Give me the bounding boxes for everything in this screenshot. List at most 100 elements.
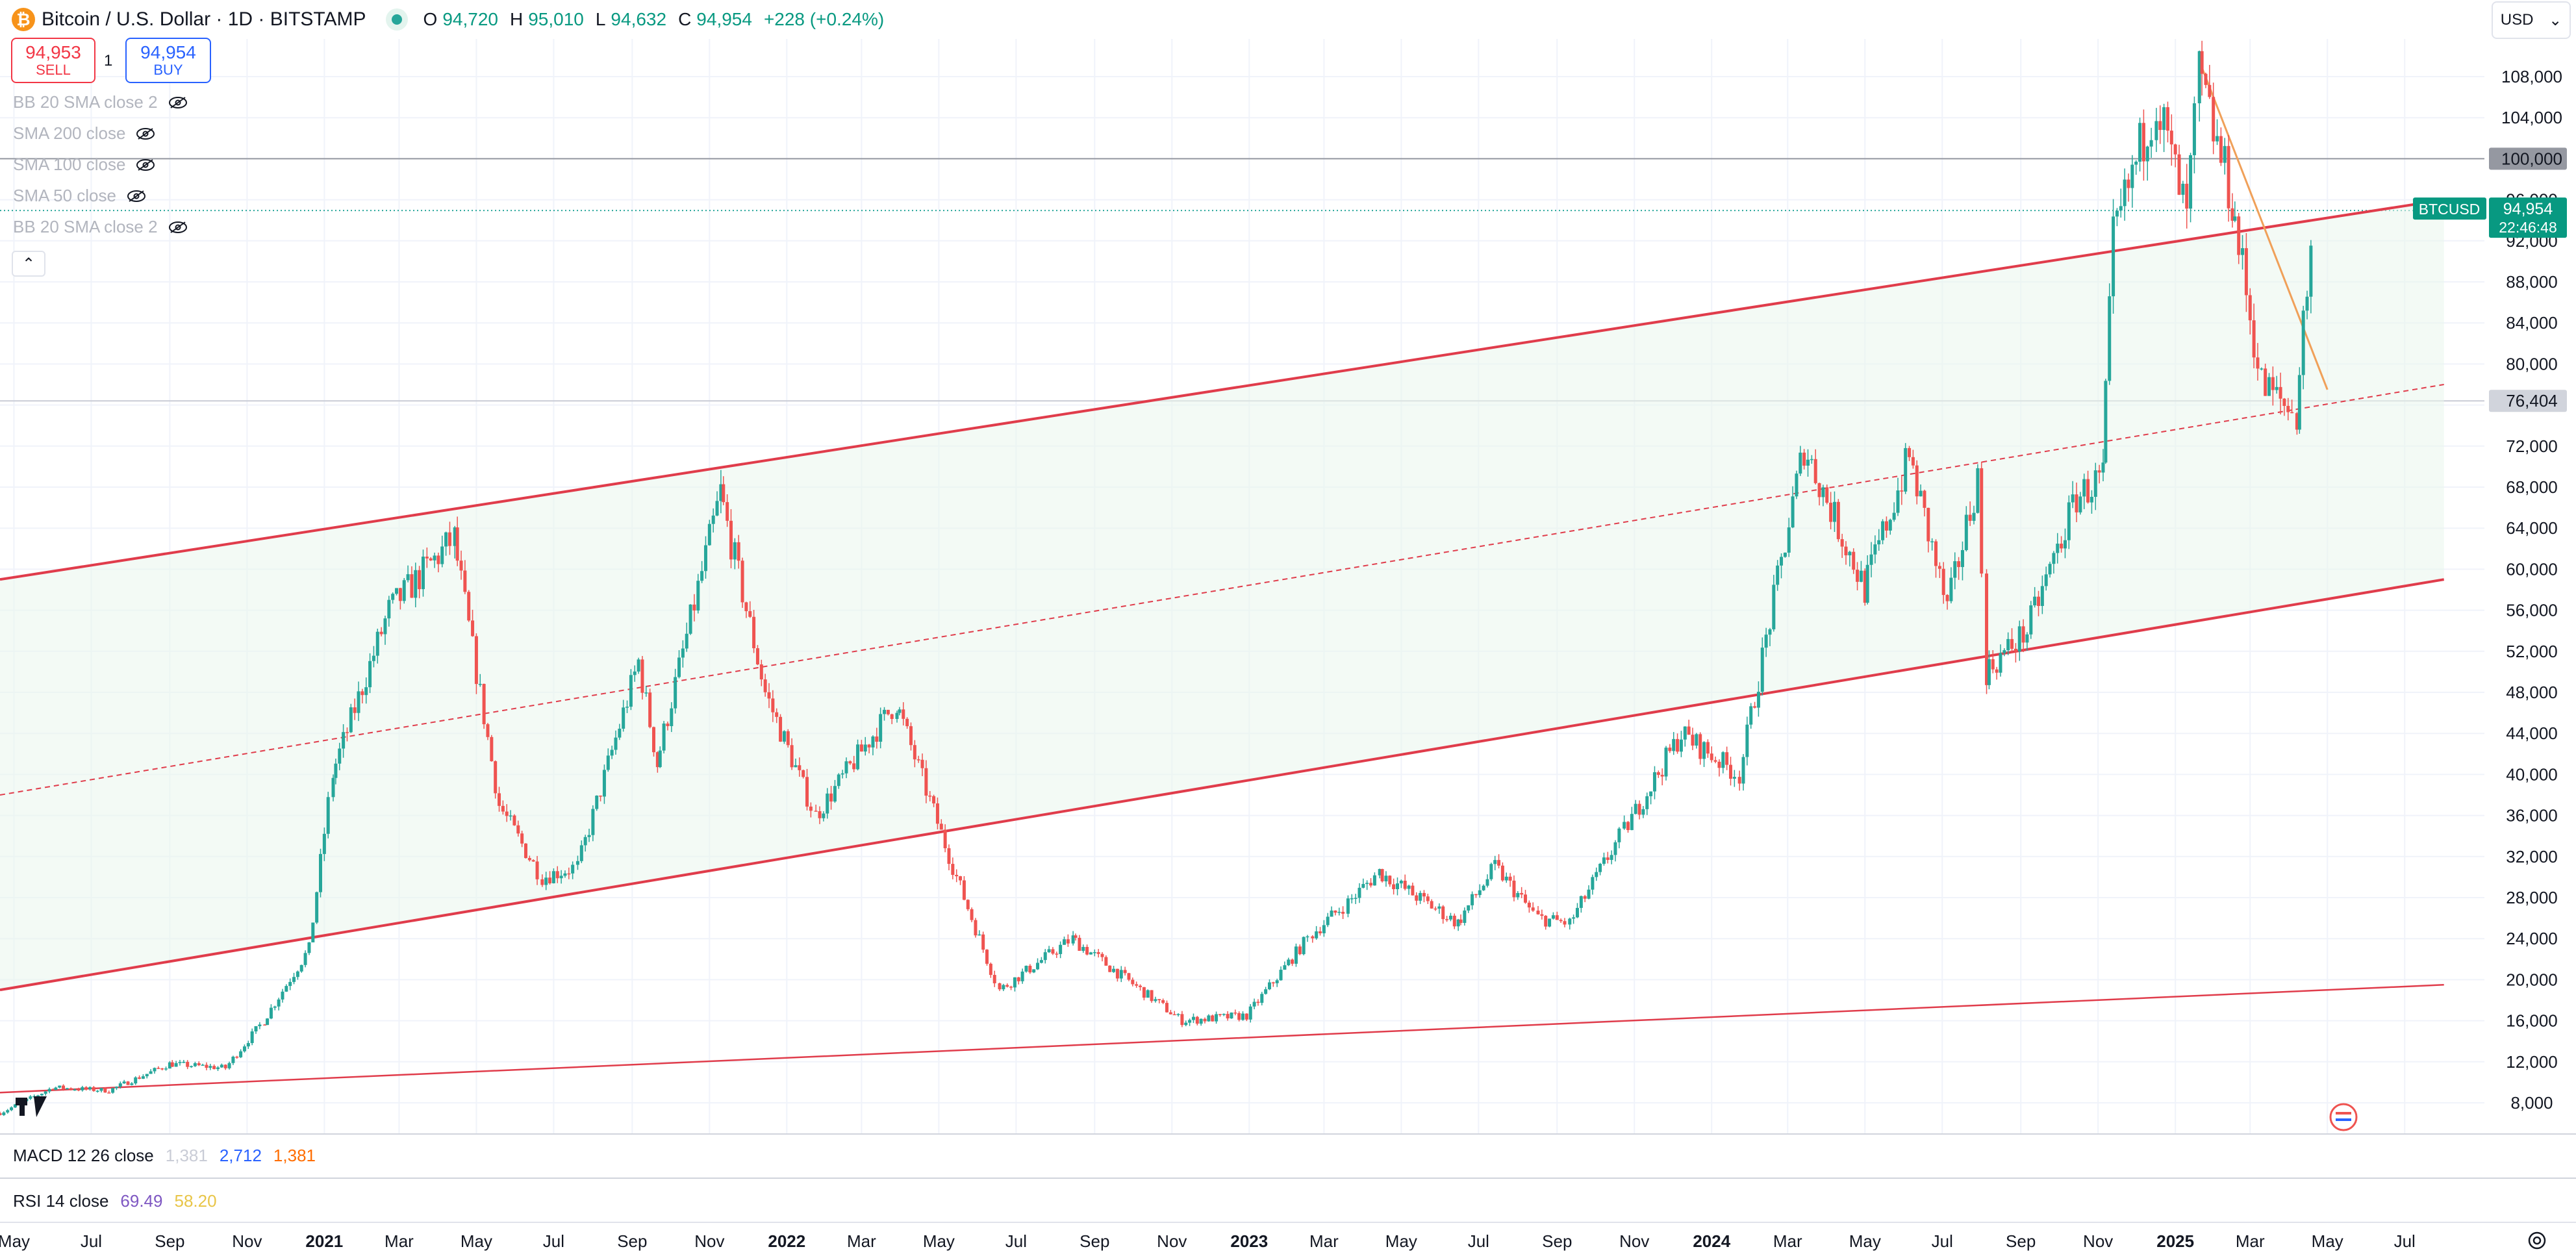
candle-body (1825, 487, 1829, 503)
candle-body (1241, 1013, 1245, 1020)
candle-body (744, 602, 748, 611)
candle-body (1610, 855, 1613, 861)
candle-body (1516, 892, 1520, 898)
indicator-item[interactable]: BB 20 SMA close 2 (13, 92, 188, 112)
candle-body (1302, 937, 1306, 955)
candle-body (1915, 465, 1919, 497)
candle-body (1810, 459, 1813, 460)
gear-icon[interactable] (2524, 1228, 2550, 1254)
indicator-item[interactable]: SMA 200 close (13, 123, 155, 144)
candle-body (1856, 570, 1860, 582)
candle-body (2158, 121, 2162, 131)
time-axis-label: Mar (385, 1231, 414, 1251)
macd-label: MACD 12 26 close (13, 1146, 154, 1165)
candle-body (1568, 918, 1572, 925)
symbol-title[interactable]: Bitcoin / U.S. Dollar · 1D · BITSTAMP (42, 8, 366, 30)
candle-body (160, 1068, 164, 1070)
time-axis-label: Sep (2006, 1231, 2036, 1251)
candle-body (1326, 916, 1330, 926)
candle-body (809, 806, 813, 811)
indicator-item[interactable]: BB 20 SMA close 2 (13, 217, 188, 237)
candle-body (2227, 145, 2230, 208)
candle-body (107, 1092, 111, 1094)
candle-body (818, 811, 822, 818)
open-value: 94,720 (442, 9, 498, 29)
candle-body (2115, 210, 2119, 217)
candle-body (867, 744, 871, 748)
price-axis-label: 20,000 (2506, 970, 2558, 989)
candle-body (1985, 573, 1989, 685)
candle-body (99, 1088, 103, 1091)
event-flag-icon (2329, 1103, 2358, 1131)
candle-body (1908, 447, 1912, 457)
collapse-legend-button[interactable]: ⌃ (12, 251, 45, 277)
candle-body (516, 825, 520, 834)
eye-hidden-icon[interactable] (168, 96, 188, 109)
ohlc-values: O 94,720 H 95,010 L 94,632 C 94,954 +228 (+0… (423, 9, 891, 30)
candle-body (164, 1068, 168, 1070)
price-axis-label: 24,000 (2506, 929, 2558, 948)
candle-body (1702, 742, 1706, 759)
candle-body (614, 737, 618, 750)
candle-body (141, 1076, 145, 1079)
candle-body (707, 523, 711, 546)
candle-body (1493, 860, 1497, 864)
candle-body (786, 731, 790, 746)
time-axis-label: Mar (1309, 1231, 1339, 1251)
indicator-item[interactable]: SMA 50 close (13, 186, 146, 206)
candle-body (1168, 1012, 1172, 1014)
candle-body (715, 501, 719, 516)
candle-body (681, 648, 685, 658)
candle-body (1527, 902, 1531, 908)
candle-body (1330, 910, 1333, 917)
candle-body (602, 770, 606, 797)
candle-body (231, 1056, 235, 1063)
candle-body (182, 1061, 186, 1063)
candle-body (998, 983, 1002, 990)
buy-label: BUY (153, 62, 183, 78)
eye-hidden-icon[interactable] (136, 158, 155, 171)
eye-hidden-icon[interactable] (136, 127, 155, 140)
candle-body (595, 796, 599, 809)
candle-body (2185, 183, 2189, 209)
eye-hidden-icon[interactable] (127, 190, 146, 203)
candle-body (498, 793, 501, 806)
currency-selector[interactable]: USD ⌄ (2492, 1, 2571, 39)
candle-body (1384, 876, 1388, 881)
eye-hidden-icon[interactable] (168, 221, 188, 234)
candle-body (955, 875, 959, 877)
candle-body (852, 763, 856, 770)
candle-body (782, 731, 786, 742)
candle-body (662, 724, 666, 751)
candle-body (951, 864, 955, 876)
candle-body (886, 709, 890, 714)
close-value: 94,954 (696, 9, 752, 29)
price-axis-label: 80,000 (2506, 354, 2558, 373)
candle-body (2233, 216, 2237, 221)
candle-body (1078, 937, 1081, 951)
candle-body (2127, 179, 2130, 188)
candle-body (1203, 1018, 1207, 1022)
candle-body (2204, 73, 2208, 85)
buy-button[interactable]: 94,954 BUY (125, 38, 211, 83)
macd-legend[interactable]: MACD 12 26 close 1,381 2,712 1,381 (13, 1146, 316, 1166)
time-axis-label: Jul (2394, 1231, 2416, 1251)
candle-body (1877, 540, 1881, 545)
candle-body (1764, 635, 1768, 648)
rsi-legend[interactable]: RSI 14 close 69.49 58.20 (13, 1191, 217, 1211)
indicator-item[interactable]: SMA 100 close (13, 155, 155, 175)
candle-body (2063, 540, 2067, 549)
candle-body (1544, 916, 1548, 927)
candle-body (1437, 906, 1441, 909)
level-price-badge (2489, 147, 2567, 170)
sell-button[interactable]: 94,953 SELL (11, 38, 95, 83)
candle-body (1563, 921, 1567, 925)
time-axis-label: Jul (1932, 1231, 1953, 1251)
candle-body (2219, 136, 2223, 163)
candle-body (157, 1068, 160, 1069)
market-status-icon[interactable] (385, 8, 408, 31)
candle-body (1260, 994, 1264, 1003)
time-axis: May Jul Sep Nov 2021 Mar May Jul Sep Nov 2022 Mar Ma… (0, 1231, 2416, 1251)
candle-body (1923, 490, 1926, 508)
